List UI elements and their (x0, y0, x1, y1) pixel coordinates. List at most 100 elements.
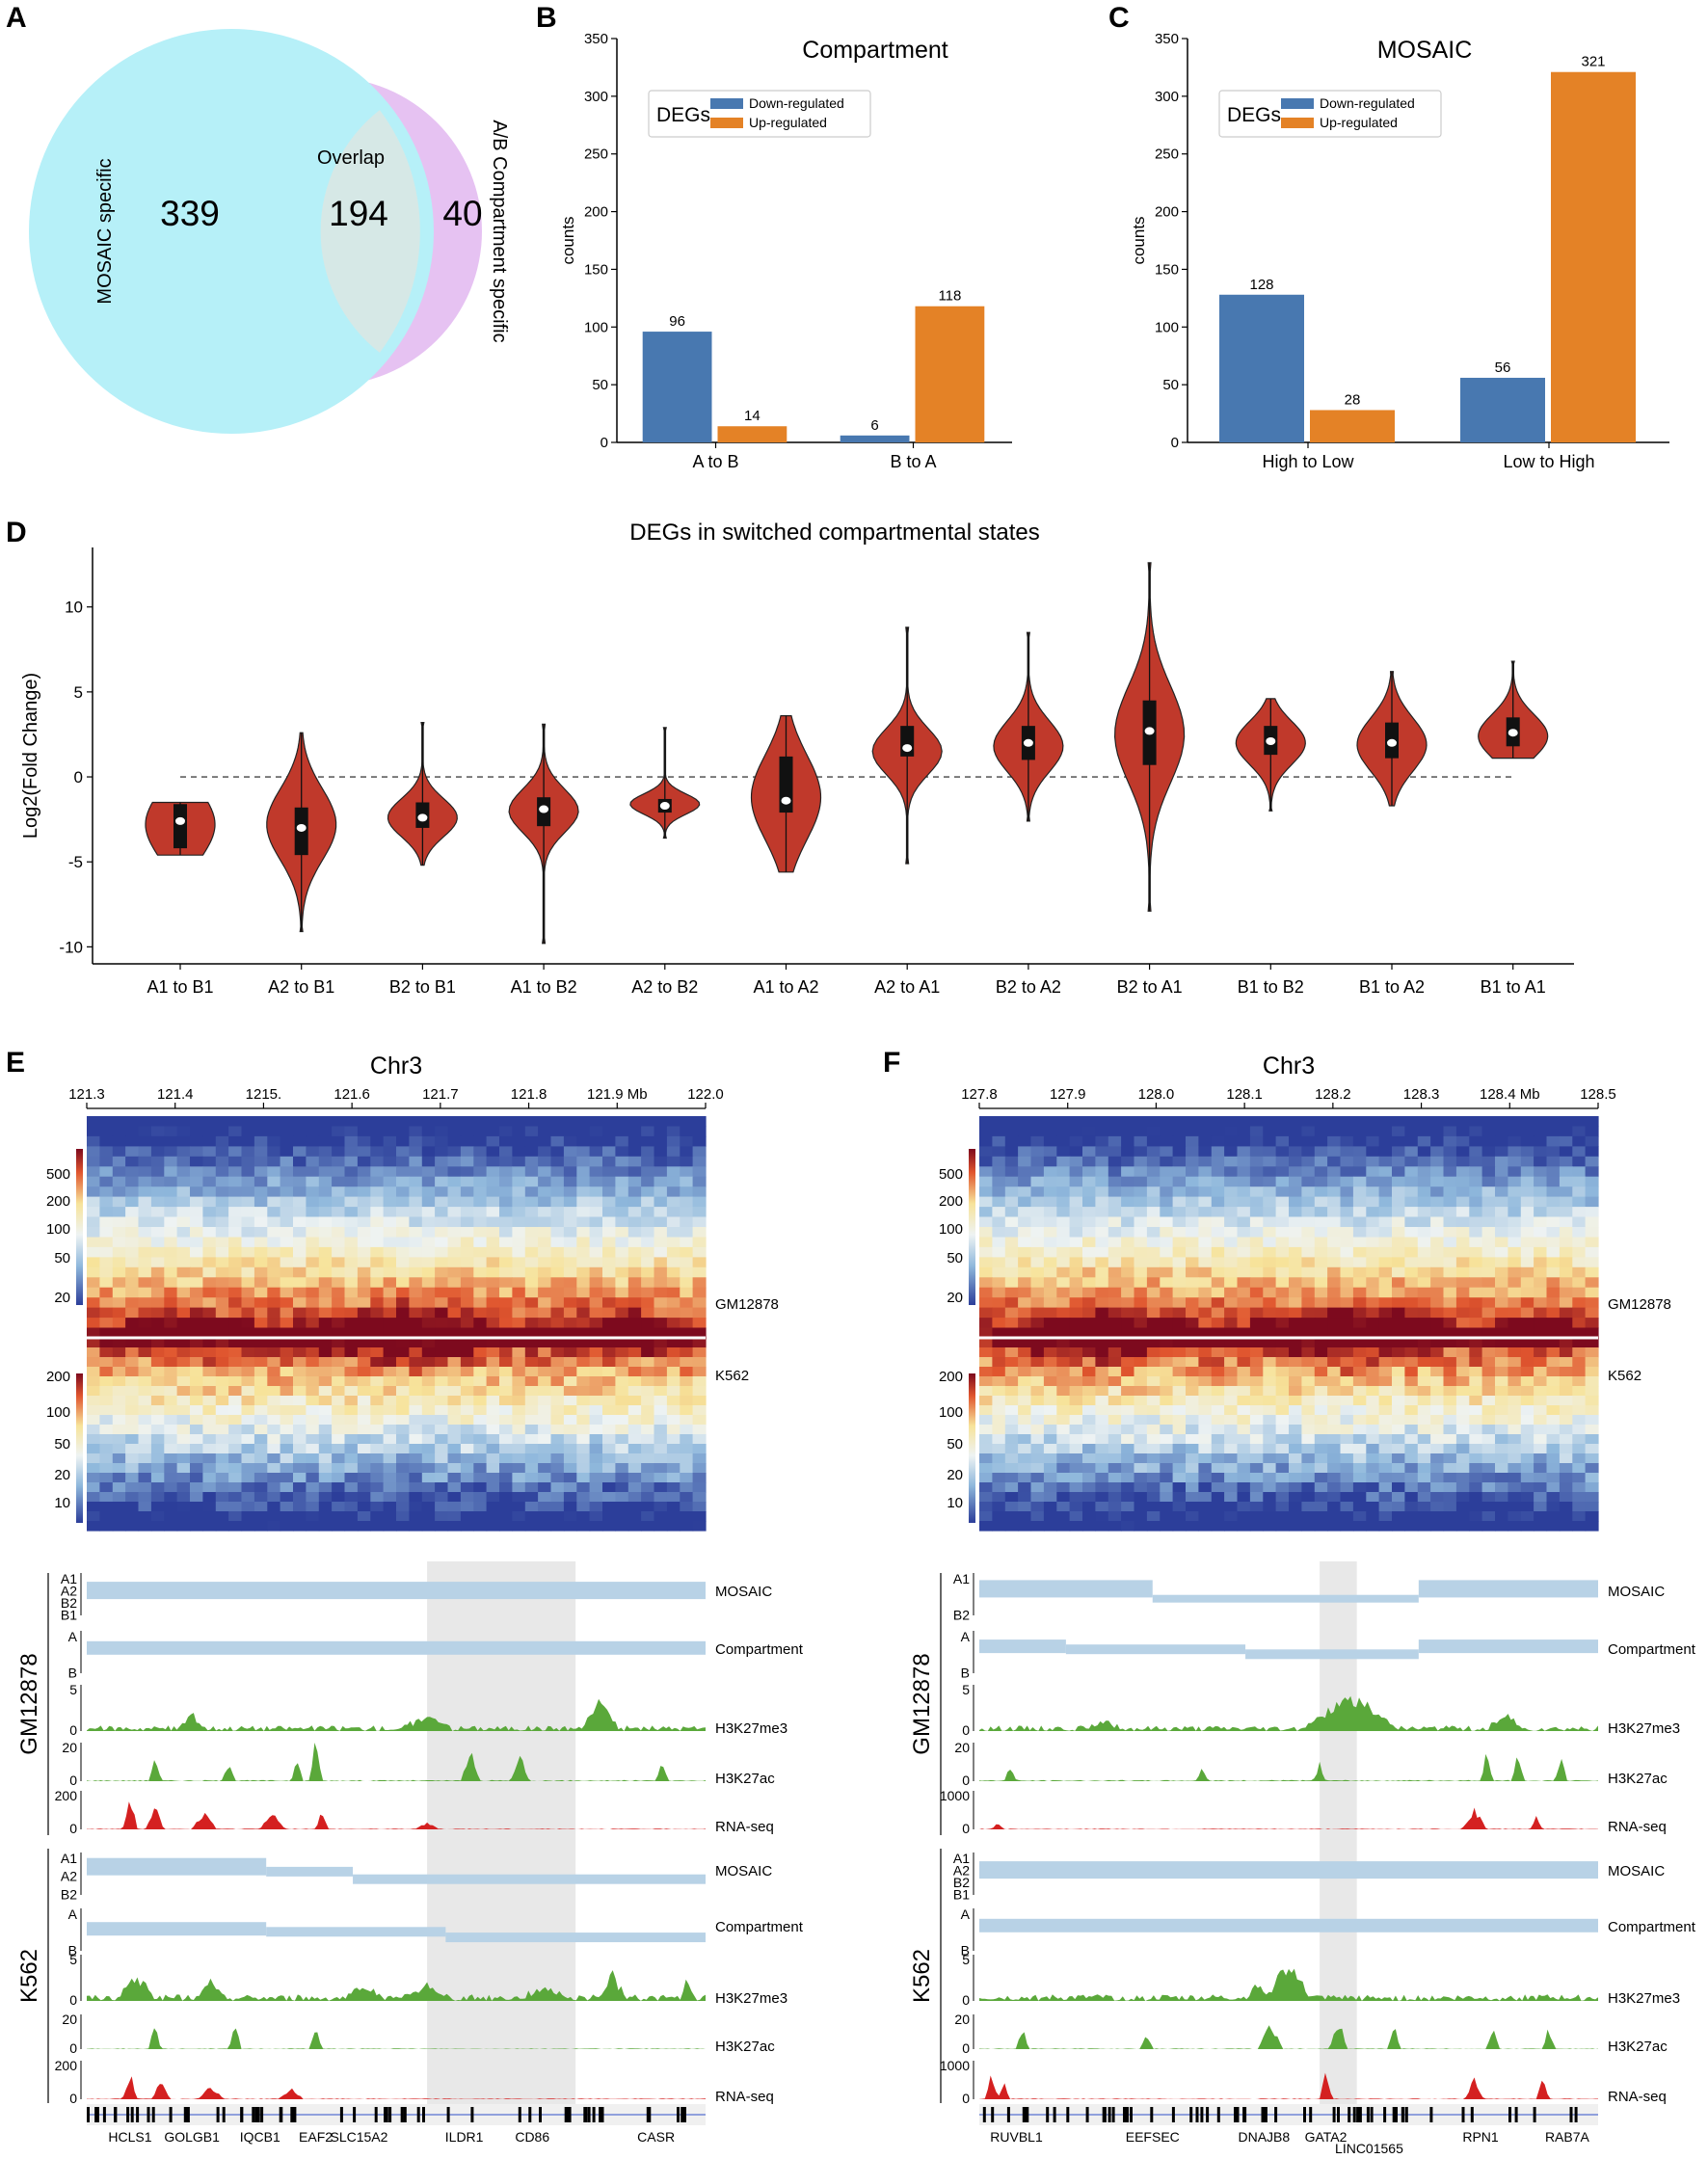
hic-cell (1095, 1287, 1109, 1298)
hic-cell (138, 1297, 152, 1309)
hic-cell (1095, 1237, 1109, 1248)
hic-cell (228, 1196, 243, 1208)
hic-cell (1224, 1318, 1239, 1329)
hic-cell (1160, 1257, 1174, 1268)
hic-cell (1108, 1257, 1122, 1268)
hic-cell (1327, 1444, 1342, 1454)
hic-cell (435, 1482, 449, 1493)
hic-cell (1495, 1482, 1508, 1493)
colorbar-bottom-label: 50 (947, 1436, 963, 1453)
hic-cell (1211, 1463, 1225, 1474)
hic-cell (1314, 1146, 1328, 1158)
hic-cell (1430, 1386, 1445, 1397)
hic-cell (318, 1367, 333, 1377)
hic-cell (1340, 1156, 1354, 1167)
hic-cell (215, 1277, 229, 1289)
hic-cell (615, 1521, 629, 1532)
hic-cell (293, 1338, 307, 1348)
hic-cell (1404, 1297, 1419, 1309)
hic-cell (979, 1338, 993, 1348)
hic-cell (1198, 1176, 1213, 1187)
hic-cell (1430, 1338, 1445, 1348)
hic-cell (1314, 1367, 1328, 1377)
hic-cell (344, 1347, 359, 1358)
hic-cell (150, 1502, 165, 1512)
hic-cell (228, 1357, 243, 1368)
hic-cell (499, 1511, 513, 1522)
hic-cell (396, 1453, 410, 1464)
exon-mark (1393, 2107, 1397, 2122)
hic-cell (1211, 1502, 1225, 1512)
hic-cell (602, 1347, 616, 1358)
panel-label-c: C (1108, 2, 1130, 34)
hic-cell (654, 1338, 668, 1348)
hic-cell (215, 1237, 229, 1248)
hic-cell (1314, 1176, 1328, 1187)
hic-cell (589, 1521, 603, 1532)
track-label: RNA-seq (1608, 2089, 1667, 2105)
hic-cell (1430, 1482, 1445, 1493)
hic-cell (344, 1186, 359, 1198)
hic-cell (499, 1277, 513, 1289)
y-tick-label: 300 (1155, 89, 1179, 105)
hic-cell (666, 1318, 681, 1329)
hic-cell (460, 1207, 474, 1218)
hic-cell (1160, 1246, 1174, 1258)
state-segment (1418, 1580, 1598, 1598)
hic-cell (435, 1246, 449, 1258)
cell-line-label-top: GM12878 (715, 1296, 779, 1313)
hic-cell (1508, 1227, 1522, 1239)
hic-cell (1366, 1287, 1380, 1298)
hic-cell (1301, 1207, 1316, 1218)
hic-cell (1108, 1338, 1122, 1348)
hic-cell (1211, 1156, 1225, 1167)
hic-cell (1108, 1327, 1122, 1339)
hic-cell (512, 1415, 526, 1426)
colorbar-top-label: 500 (939, 1166, 963, 1183)
hic-cell (1481, 1327, 1496, 1339)
hic-cell (1392, 1367, 1405, 1377)
hic-cell (99, 1287, 114, 1298)
hic-cell (1585, 1376, 1599, 1387)
hic-cell (992, 1415, 1006, 1426)
hic-cell (87, 1135, 100, 1147)
hic-cell (615, 1176, 629, 1187)
exon-mark (1236, 2107, 1240, 2122)
hic-cell (1546, 1327, 1561, 1339)
hic-cell (1495, 1511, 1508, 1522)
track-axis-label: A2 (953, 1862, 970, 1878)
hic-cell (680, 1367, 694, 1377)
hic-cell (344, 1227, 359, 1239)
hic-cell (460, 1116, 474, 1128)
hic-cell (306, 1425, 320, 1435)
hic-cell (1572, 1176, 1587, 1187)
hic-cell (202, 1176, 217, 1187)
track-label: H3K27me3 (715, 1990, 787, 2007)
hic-cell (1069, 1482, 1083, 1493)
hic-cell (1249, 1405, 1264, 1416)
hic-cell (150, 1116, 165, 1128)
hic-cell (421, 1376, 436, 1387)
hic-cell (1378, 1453, 1393, 1464)
hic-cell (589, 1347, 603, 1358)
hic-cell (1546, 1367, 1561, 1377)
hic-cell (512, 1246, 526, 1258)
hic-cell (1366, 1444, 1380, 1454)
hic-cell (1198, 1318, 1213, 1329)
hic-cell (1224, 1463, 1239, 1474)
hic-cell (99, 1444, 114, 1454)
hic-cell (318, 1492, 333, 1503)
exon-mark (291, 2107, 295, 2122)
hic-cell (460, 1297, 474, 1309)
hic-cell (112, 1186, 126, 1198)
hic-cell (1082, 1257, 1096, 1268)
hic-cell (1082, 1246, 1096, 1258)
hic-cell (680, 1347, 694, 1358)
hic-cell (473, 1357, 488, 1368)
hic-cell (1495, 1425, 1508, 1435)
hic-cell (589, 1266, 603, 1278)
hic-cell (1172, 1297, 1187, 1309)
hic-cell (602, 1396, 616, 1406)
hic-cell (306, 1511, 320, 1522)
hic-cell (1186, 1425, 1199, 1435)
